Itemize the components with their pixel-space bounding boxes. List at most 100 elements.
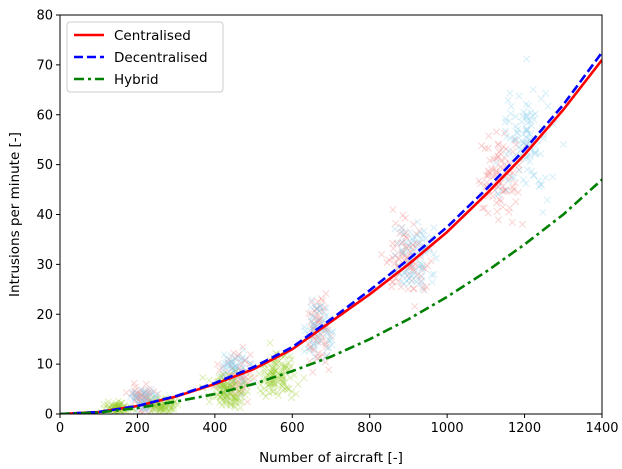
scatter-point-decentralised [229, 367, 238, 375]
scatter-point-decentralised [322, 304, 330, 312]
scatter-point-hybrid [243, 387, 252, 395]
scatter-point-centralised [499, 203, 507, 211]
scatter-point-centralised [489, 193, 497, 201]
scatter-point-decentralised [398, 248, 406, 256]
scatter-point-hybrid [286, 363, 295, 371]
scatter-point-decentralised [397, 278, 405, 286]
scatter-point-hybrid [290, 371, 298, 379]
scatter-point-hybrid [268, 388, 276, 396]
scatter-point-centralised [142, 380, 150, 388]
scatter-point-centralised [481, 144, 489, 153]
scatter-layer [97, 55, 567, 414]
scatter-point-hybrid [151, 406, 159, 414]
scatter-point-decentralised [503, 150, 511, 158]
scatter-point-centralised [485, 168, 493, 176]
y-tick-label: 20 [36, 308, 53, 323]
scatter-point-hybrid [218, 382, 226, 390]
scatter-point-decentralised [223, 360, 231, 368]
y-tick-label: 10 [36, 358, 53, 373]
scatter-point-decentralised [529, 112, 537, 120]
scatter-point-hybrid [219, 371, 227, 379]
scatter-point-hybrid [270, 365, 278, 373]
scatter-point-decentralised [520, 108, 528, 116]
scatter-point-decentralised [237, 358, 245, 366]
scatter-point-decentralised [417, 280, 425, 288]
scatter-point-hybrid [241, 391, 249, 399]
scatter-point-decentralised [428, 271, 436, 279]
scatter-point-centralised [475, 177, 483, 185]
scatter-point-centralised [411, 302, 419, 311]
scatter-point-hybrid [281, 365, 289, 373]
scatter-point-hybrid [157, 405, 166, 413]
scatter-point-decentralised [537, 150, 545, 158]
scatter-point-hybrid [154, 404, 162, 412]
scatter-point-centralised [509, 148, 517, 156]
scatter-point-centralised [307, 343, 315, 351]
scatter-point-centralised [502, 145, 510, 153]
scatter-point-decentralised [314, 335, 322, 343]
y-tick-label: 80 [36, 9, 53, 24]
scatter-point-decentralised [418, 272, 426, 280]
scatter-point-centralised [137, 391, 145, 399]
scatter-point-centralised [319, 333, 327, 341]
scatter-point-centralised [414, 271, 422, 279]
scatter-point-decentralised [510, 174, 518, 182]
scatter-point-hybrid [271, 359, 279, 367]
scatter-point-decentralised [519, 112, 527, 121]
scatter-point-centralised [518, 220, 527, 228]
scatter-point-centralised [401, 252, 409, 260]
scatter-point-decentralised [152, 391, 160, 399]
scatter-point-decentralised [239, 379, 247, 387]
scatter-point-decentralised [519, 138, 528, 147]
scatter-point-hybrid [275, 371, 283, 379]
scatter-point-decentralised [309, 312, 317, 320]
scatter-point-centralised [309, 344, 317, 352]
scatter-point-hybrid [279, 378, 287, 386]
scatter-point-centralised [409, 285, 417, 293]
scatter-point-centralised [138, 396, 146, 404]
scatter-point-decentralised [410, 233, 419, 241]
scatter-point-centralised [313, 317, 322, 325]
scatter-point-decentralised [535, 183, 543, 191]
scatter-point-centralised [402, 243, 410, 251]
scatter-point-centralised [484, 172, 492, 180]
scatter-point-decentralised [327, 335, 335, 344]
x-tick-label: 600 [280, 421, 305, 436]
scatter-point-decentralised [141, 392, 149, 400]
scatter-point-centralised [134, 396, 142, 404]
y-axis-label: Intrusions per minute [-] [7, 132, 23, 297]
scatter-point-centralised [311, 307, 319, 316]
scatter-point-centralised [499, 187, 508, 195]
scatter-point-decentralised [137, 386, 145, 394]
scatter-point-hybrid [231, 398, 239, 406]
scatter-point-decentralised [406, 270, 414, 278]
scatter-point-centralised [307, 310, 315, 318]
scatter-point-centralised [237, 380, 246, 388]
scatter-point-decentralised [522, 180, 530, 188]
scatter-point-decentralised [308, 296, 316, 304]
scatter-point-centralised [389, 239, 397, 247]
scatter-point-hybrid [235, 387, 244, 395]
scatter-point-centralised [389, 278, 397, 286]
scatter-point-centralised [495, 148, 503, 156]
scatter-point-decentralised [140, 387, 148, 395]
fit-lines-layer [60, 51, 602, 414]
scatter-point-hybrid [271, 379, 279, 387]
scatter-point-decentralised [239, 353, 247, 362]
scatter-point-centralised [135, 392, 143, 401]
scatter-point-centralised [150, 387, 158, 395]
scatter-point-hybrid [279, 379, 287, 387]
scatter-point-decentralised [231, 365, 239, 373]
scatter-point-hybrid [212, 385, 220, 393]
scatter-point-decentralised [326, 337, 334, 345]
scatter-point-decentralised [416, 239, 424, 247]
scatter-point-hybrid [222, 398, 230, 407]
scatter-point-hybrid [226, 382, 234, 390]
x-axis-label: Number of aircraft [-] [259, 450, 403, 466]
scatter-point-centralised [131, 383, 139, 391]
scatter-point-decentralised [506, 89, 514, 97]
scatter-point-hybrid [234, 387, 242, 395]
scatter-point-centralised [491, 165, 499, 173]
scatter-point-decentralised [523, 126, 531, 134]
scatter-point-hybrid [221, 397, 229, 405]
